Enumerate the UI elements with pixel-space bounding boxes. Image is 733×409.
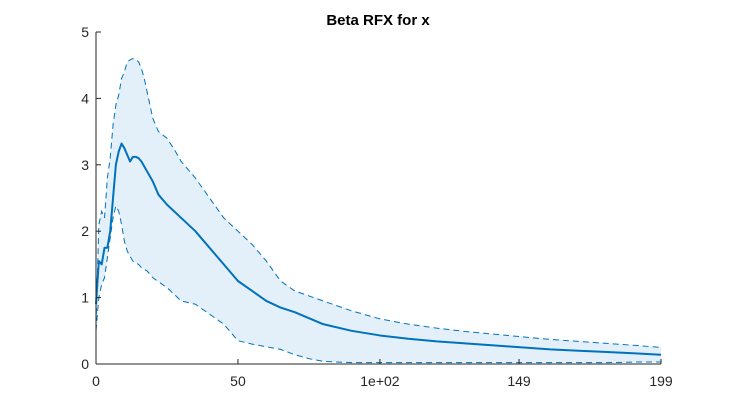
lower-bound-line <box>95 204 661 364</box>
x-tick-label: 149 <box>507 373 531 389</box>
y-tick-label: 2 <box>81 223 89 239</box>
chart-title: Beta RFX for x <box>326 12 430 29</box>
x-tick-label: 50 <box>230 373 246 389</box>
x-ticks: 0 50 1e+02 149 199 <box>92 359 673 389</box>
y-tick-label: 3 <box>81 157 89 173</box>
plot-area <box>95 58 662 364</box>
y-tick-label: 5 <box>81 24 89 40</box>
y-ticks: 0 1 2 3 4 5 <box>81 24 101 372</box>
y-tick-label: 4 <box>81 90 89 106</box>
y-tick-label: 0 <box>81 356 89 372</box>
x-tick-label: 1e+02 <box>360 373 400 389</box>
x-tick-label: 199 <box>649 373 673 389</box>
y-tick-label: 1 <box>81 290 89 306</box>
axes <box>95 32 661 365</box>
confidence-band <box>96 58 661 363</box>
mean-line <box>95 142 662 356</box>
x-tick-label: 0 <box>92 373 100 389</box>
upper-bound-line <box>95 58 662 348</box>
